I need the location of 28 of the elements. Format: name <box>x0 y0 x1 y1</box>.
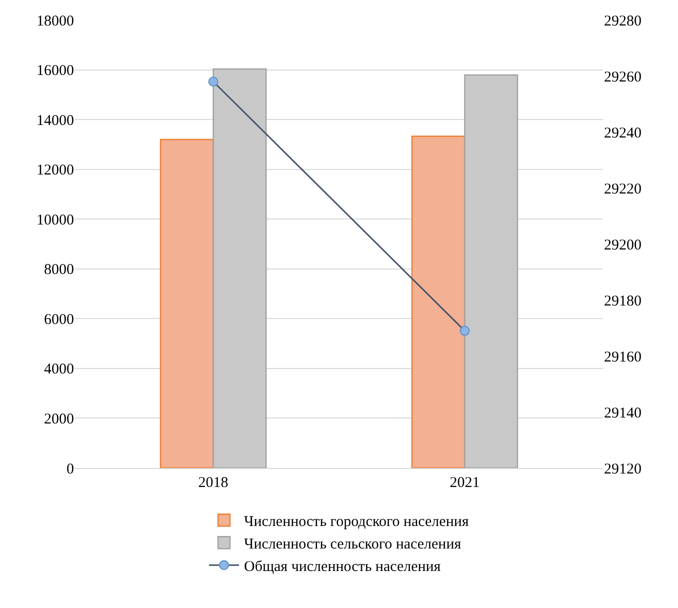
y2-tick-label: 29140 <box>604 405 642 422</box>
y-tick-label: 12000 <box>36 162 74 179</box>
y-tick-label: 6000 <box>44 312 74 328</box>
x-tick-label: 2018 <box>198 475 228 491</box>
bar <box>411 136 466 468</box>
y2-tick-label: 29220 <box>604 181 642 198</box>
y-tick-label: 8000 <box>44 262 74 278</box>
y-tick-label: 4000 <box>44 362 74 378</box>
bar <box>160 138 214 468</box>
y2-tick-label: 29180 <box>604 293 642 310</box>
y-tick-label: 16000 <box>36 63 74 80</box>
y2-tick-label: 29260 <box>604 69 642 86</box>
y-tick-label: 0 <box>66 461 74 478</box>
y-tick-label: 18000 <box>36 13 74 30</box>
legend-label: Численность городского населения <box>244 514 469 530</box>
y2-tick-label: 29240 <box>604 125 642 142</box>
bar <box>212 68 267 468</box>
y2-tick-label: 29120 <box>604 461 642 478</box>
bar <box>464 74 518 468</box>
y2-tick-label: 29280 <box>604 13 642 30</box>
y2-tick-label: 29160 <box>604 349 642 366</box>
y-tick-label: 10000 <box>36 212 74 228</box>
y-tick-label: 14000 <box>36 112 74 129</box>
legend-label: Численность сельского населения <box>244 536 462 552</box>
legend-label: Общая численность населения <box>244 558 441 575</box>
x-tick-label: 2021 <box>450 475 480 491</box>
y2-tick-label: 29200 <box>604 237 642 254</box>
y-tick-label: 2000 <box>44 411 74 428</box>
